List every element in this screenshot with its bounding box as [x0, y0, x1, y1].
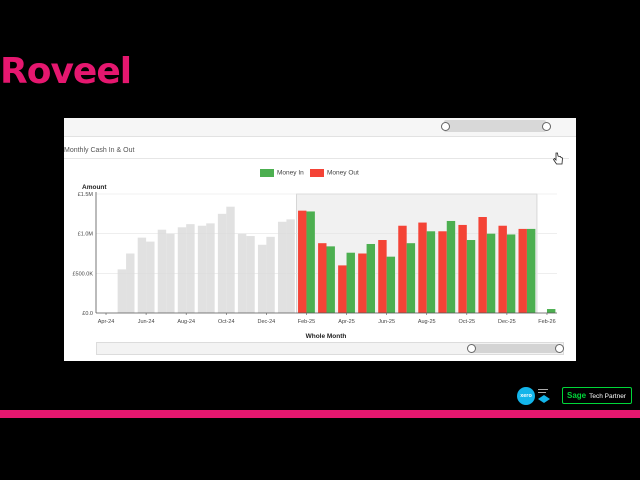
bottom-range-slider[interactable]: [96, 342, 564, 355]
bar-money-out: [478, 217, 487, 313]
x-tick-label: Aug-24: [177, 319, 195, 325]
sage-partner-text: Tech Partner: [589, 393, 626, 400]
top-range-slider[interactable]: [64, 118, 576, 137]
bar-money-out: [217, 213, 227, 313]
bar-money-in: [426, 231, 436, 313]
bar-money-in: [226, 206, 235, 313]
bar-money-out: [137, 237, 147, 313]
cash-chart: Amount Whole Month £0.0 £500.0K £1.0M £1.5M…: [73, 184, 557, 340]
hand-cursor-icon: [552, 152, 563, 165]
x-tick-label: Aug-25: [418, 319, 436, 325]
bar-money-in: [306, 211, 315, 313]
x-tick-label: Apr-25: [338, 319, 355, 325]
bar-money-in: [286, 219, 295, 313]
x-tick-label: Dec-24: [258, 319, 276, 325]
bar-money-in: [186, 224, 195, 313]
x-tick-label: Jun-24: [138, 319, 155, 325]
bar-money-in: [326, 246, 335, 313]
sage-word: Sage: [567, 391, 587, 400]
legend-item-money-out[interactable]: Money Out: [310, 169, 359, 177]
bar-money-in: [346, 252, 355, 313]
bar-money-out: [117, 269, 127, 313]
bar-money-out: [378, 240, 387, 313]
legend-item-money-in[interactable]: Money In: [260, 169, 304, 177]
brand-band: [0, 410, 640, 418]
legend-label-money-in: Money In: [277, 169, 304, 177]
bar-money-out: [277, 221, 287, 313]
bar-money-out: [298, 210, 307, 313]
bar-money-out: [518, 228, 527, 313]
bar-money-in: [466, 240, 476, 313]
bar-money-out: [338, 265, 347, 313]
bar-money-in: [246, 236, 255, 313]
bar-money-out: [257, 244, 267, 313]
bar-money-in: [146, 241, 155, 313]
bar-money-out: [177, 227, 187, 313]
sage-partner-badge: Sage Tech Partner: [562, 387, 632, 404]
bar-money-in: [446, 220, 456, 313]
bar-money-in: [406, 243, 416, 313]
y-tick-label: £1.5M: [78, 192, 94, 198]
bar-money-in: [506, 234, 516, 313]
bar-money-in: [526, 228, 536, 313]
bar-money-in: [386, 256, 396, 313]
bar-money-in: [126, 253, 135, 313]
top-slider-left-handle[interactable]: [441, 122, 450, 131]
bar-money-in: [166, 233, 175, 313]
bar-money-in: [486, 233, 496, 313]
x-tick-label: Dec-25: [498, 319, 516, 325]
x-tick-label: Apr-24: [98, 319, 115, 325]
y-tick-label: £0.0: [82, 311, 93, 317]
bar-money-out: [197, 225, 207, 313]
bar-money-in: [366, 243, 376, 313]
y-tick-label: £1.0M: [78, 232, 94, 238]
bottom-slider-left-handle[interactable]: [467, 344, 476, 353]
bar-money-in: [546, 309, 556, 313]
bar-money-in: [266, 236, 275, 313]
roveel-logo: Roveel: [0, 51, 132, 92]
arrows-icon: [538, 389, 550, 403]
x-tick-label: Feb-25: [298, 319, 315, 325]
bar-money-out: [398, 225, 407, 313]
bar-money-out: [358, 253, 367, 313]
top-slider-right-handle[interactable]: [542, 122, 551, 131]
panel-title: Monthly Cash In & Out: [64, 147, 135, 154]
bar-money-out: [157, 229, 167, 313]
bottom-slider-right-handle[interactable]: [555, 344, 564, 353]
bar-money-out: [458, 224, 467, 313]
bar-money-out: [318, 243, 327, 313]
bar-money-out: [498, 225, 507, 313]
legend-swatch-money-out: [310, 169, 324, 177]
y-tick-label: £500.0K: [73, 271, 94, 277]
x-axis-label: Whole Month: [306, 333, 347, 340]
x-tick-label: Oct-25: [459, 319, 476, 325]
xero-badge: xero: [517, 387, 535, 405]
x-tick-label: Jun-25: [378, 319, 395, 325]
bottom-slider-selection[interactable]: [471, 344, 559, 353]
bar-money-out: [418, 222, 427, 313]
bar-money-in: [206, 223, 215, 313]
title-divider: [64, 158, 569, 159]
bar-money-out: [237, 233, 247, 313]
x-tick-label: Feb-26: [538, 319, 555, 325]
y-axis-label: Amount: [82, 184, 107, 191]
legend-swatch-money-in: [260, 169, 274, 177]
chart-panel: Monthly Cash In & Out Money In Money Out…: [64, 118, 576, 361]
top-slider-selection[interactable]: [444, 120, 546, 132]
bar-money-out: [438, 231, 447, 313]
x-tick-label: Oct-24: [218, 319, 235, 325]
legend-label-money-out: Money Out: [327, 169, 359, 177]
